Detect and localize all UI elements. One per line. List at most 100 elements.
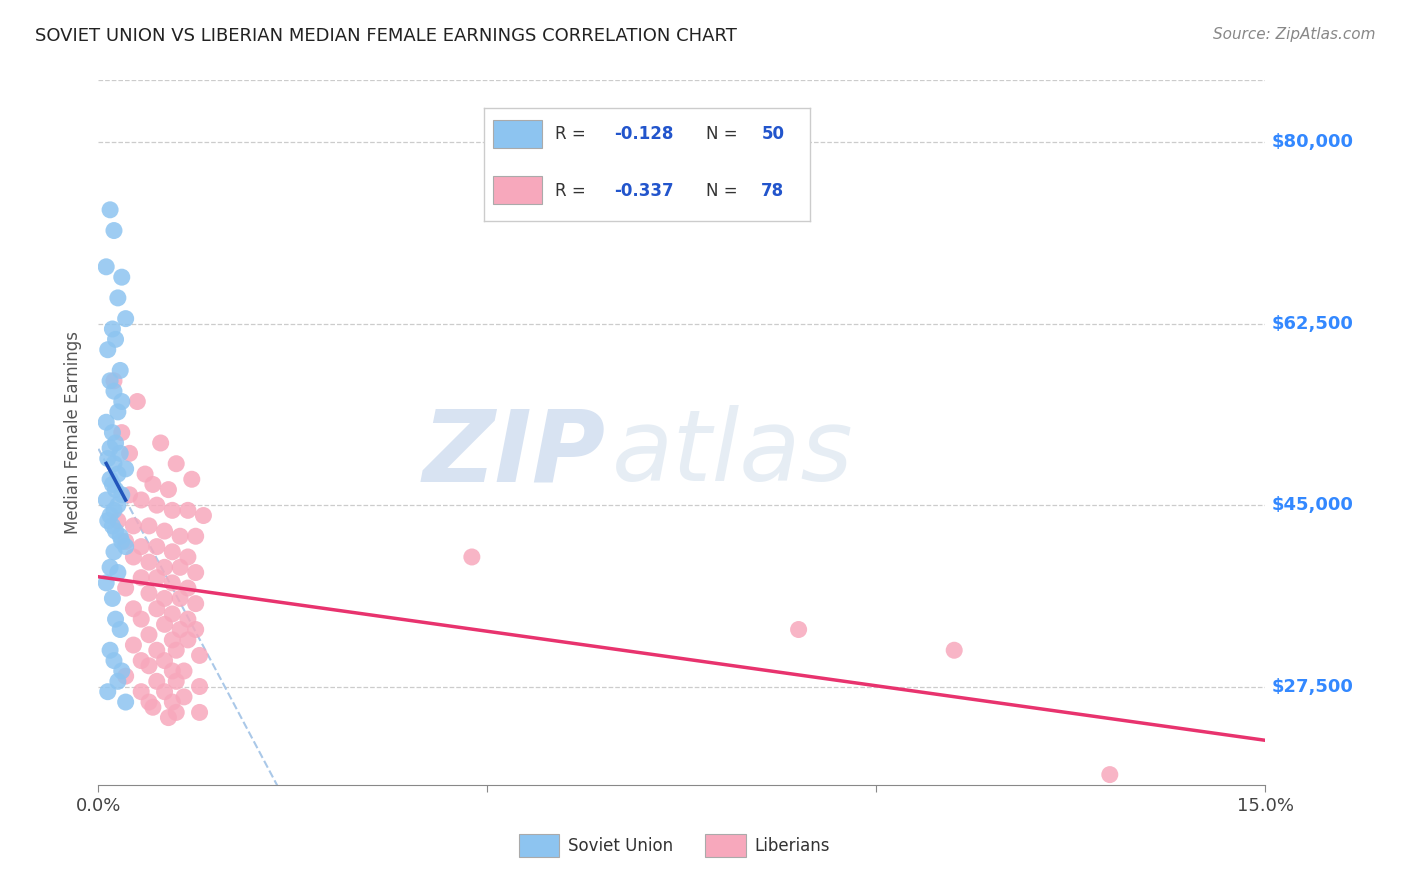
Point (184, 566, 207, 580)
Point (96, 493, 118, 508)
Point (108, 529, 131, 543)
Point (162, 575, 184, 590)
Point (98, 560, 121, 574)
Point (162, 632, 184, 647)
Point (943, 643, 966, 657)
Point (461, 549, 484, 564)
Point (114, 311, 136, 326)
Point (101, 322, 124, 336)
Point (96, 575, 118, 590)
Point (188, 680, 211, 694)
Point (129, 571, 152, 585)
Point (104, 436, 127, 450)
FancyBboxPatch shape (519, 834, 560, 857)
Text: $27,500: $27,500 (1271, 678, 1353, 696)
Point (138, 628, 160, 642)
Point (193, 508, 215, 523)
Point (153, 591, 176, 606)
Point (107, 405, 129, 419)
Point (104, 612, 127, 626)
Point (129, 612, 152, 626)
Point (184, 623, 207, 637)
Point (153, 560, 176, 574)
Point (111, 488, 134, 502)
Point (188, 706, 211, 720)
Point (98, 643, 121, 657)
Point (169, 623, 191, 637)
Text: $80,000: $80,000 (1271, 134, 1353, 152)
Point (114, 581, 136, 595)
Point (122, 519, 145, 533)
Point (153, 684, 176, 698)
Point (173, 690, 195, 704)
Point (114, 695, 136, 709)
Point (153, 654, 176, 668)
Point (114, 669, 136, 683)
Point (177, 581, 200, 595)
Text: $45,000: $45,000 (1271, 496, 1353, 514)
Point (138, 658, 160, 673)
Point (101, 519, 124, 533)
Point (107, 467, 129, 481)
Point (169, 560, 191, 574)
Point (103, 457, 125, 471)
Point (162, 545, 184, 559)
Point (108, 446, 131, 460)
Point (103, 654, 125, 668)
Point (184, 529, 207, 543)
Point (101, 425, 124, 440)
Point (103, 223, 125, 237)
Point (129, 540, 152, 554)
Point (122, 638, 145, 652)
Point (97, 451, 120, 466)
Point (146, 643, 169, 657)
Point (104, 524, 127, 538)
Point (129, 654, 152, 668)
Point (98, 508, 121, 523)
Point (142, 700, 165, 714)
Text: Source: ZipAtlas.com: Source: ZipAtlas.com (1212, 27, 1375, 42)
Text: ZIP: ZIP (423, 405, 606, 502)
Point (146, 674, 169, 689)
Point (104, 332, 127, 346)
Point (134, 467, 156, 481)
Point (157, 710, 180, 724)
Point (165, 457, 187, 471)
Point (127, 394, 149, 409)
Point (165, 643, 187, 657)
Point (98, 441, 121, 455)
Point (162, 695, 184, 709)
Point (101, 591, 124, 606)
Point (177, 549, 200, 564)
Point (107, 674, 129, 689)
Text: atlas: atlas (612, 405, 853, 502)
Point (146, 498, 169, 512)
Point (138, 555, 160, 569)
Point (138, 586, 160, 600)
Point (114, 534, 136, 549)
Point (107, 498, 129, 512)
Point (1098, 767, 1121, 781)
Point (153, 524, 176, 538)
Point (184, 597, 207, 611)
Point (111, 425, 134, 440)
Point (138, 519, 160, 533)
Point (188, 648, 211, 663)
Point (146, 601, 169, 615)
Y-axis label: Median Female Earnings: Median Female Earnings (65, 331, 83, 534)
Point (162, 503, 184, 517)
Point (787, 623, 810, 637)
Text: Liberians: Liberians (754, 837, 830, 855)
Point (149, 436, 172, 450)
FancyBboxPatch shape (706, 834, 747, 857)
Text: SOVIET UNION VS LIBERIAN MEDIAN FEMALE EARNINGS CORRELATION CHART: SOVIET UNION VS LIBERIAN MEDIAN FEMALE E… (35, 27, 737, 45)
Point (162, 664, 184, 678)
Point (162, 607, 184, 621)
Point (103, 503, 125, 517)
Point (101, 477, 124, 491)
Point (177, 612, 200, 626)
Point (111, 534, 134, 549)
Point (111, 270, 134, 285)
Point (103, 384, 125, 399)
Point (118, 446, 141, 460)
